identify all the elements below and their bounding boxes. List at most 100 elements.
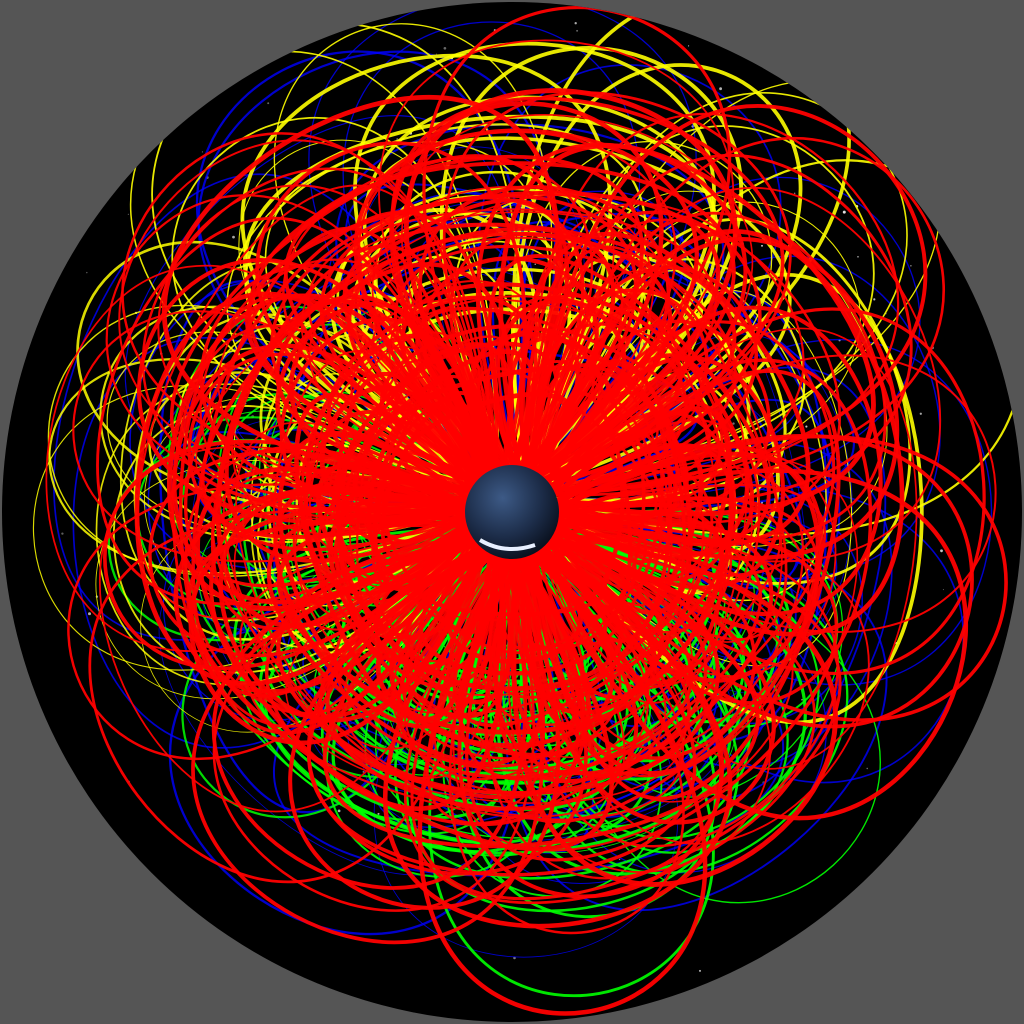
field-line	[410, 531, 842, 901]
field-line	[217, 293, 483, 501]
field-line	[371, 297, 702, 486]
field-line	[121, 132, 493, 495]
field-line	[544, 320, 836, 577]
star	[719, 87, 722, 91]
field-line	[520, 202, 805, 496]
red-field-lines	[45, 6, 1008, 1016]
star	[618, 858, 621, 861]
field-line	[542, 469, 705, 643]
field-line	[158, 279, 485, 814]
field-line	[211, 535, 528, 890]
star	[761, 244, 763, 247]
star	[919, 412, 922, 415]
earth-globe	[465, 465, 559, 559]
field-line	[350, 211, 571, 478]
field-line	[99, 445, 486, 813]
earth-globe-disc	[465, 465, 559, 559]
field-line	[300, 211, 669, 481]
field-line	[519, 282, 755, 556]
field-line	[538, 237, 900, 561]
star	[534, 263, 536, 265]
field-line	[292, 475, 476, 625]
field-line	[105, 194, 485, 506]
field-line	[404, 88, 738, 479]
field-line	[284, 161, 736, 479]
field-line	[452, 532, 794, 852]
field-line	[48, 358, 471, 575]
field-line	[307, 545, 588, 876]
field-line	[426, 483, 826, 825]
field-line	[239, 531, 626, 818]
field-line	[191, 226, 489, 698]
star	[127, 213, 130, 215]
field-line	[273, 23, 553, 474]
field-line	[536, 136, 945, 497]
star	[940, 549, 943, 553]
star	[86, 271, 88, 274]
field-line	[494, 516, 774, 784]
field-line	[255, 141, 527, 483]
field-line	[401, 550, 622, 760]
field-line	[148, 449, 473, 658]
star	[801, 698, 803, 701]
field-line	[371, 185, 654, 473]
star	[228, 705, 230, 706]
star	[857, 256, 859, 258]
star	[794, 192, 796, 194]
field-line	[540, 448, 625, 601]
field-line	[265, 535, 580, 827]
field-line	[537, 269, 827, 601]
field-line	[294, 494, 499, 714]
field-line	[507, 336, 689, 520]
star	[201, 151, 203, 153]
field-line	[540, 367, 748, 704]
field-line	[319, 194, 638, 480]
star	[805, 425, 808, 428]
field-line	[380, 324, 580, 483]
field-line	[187, 352, 476, 551]
star	[267, 102, 270, 105]
star	[732, 422, 735, 425]
star	[576, 29, 579, 32]
field-line	[493, 298, 627, 477]
field-line	[45, 264, 477, 652]
star	[698, 969, 702, 972]
field-line	[534, 464, 804, 750]
star	[337, 809, 341, 813]
star	[88, 612, 91, 616]
field-line	[532, 443, 735, 700]
star	[688, 45, 690, 47]
star	[910, 264, 912, 267]
star	[377, 812, 380, 815]
field-line	[389, 101, 664, 473]
field-line	[532, 369, 841, 801]
field-line	[277, 430, 488, 696]
field-line	[531, 153, 913, 507]
field-line	[171, 324, 479, 728]
star	[873, 298, 876, 301]
field-line	[507, 541, 771, 873]
star	[842, 210, 846, 214]
star	[866, 767, 868, 770]
field-line	[325, 544, 639, 811]
field-line	[166, 293, 482, 611]
field-line	[366, 451, 475, 583]
field-line	[542, 353, 733, 685]
field-line	[525, 322, 688, 493]
star	[942, 589, 944, 591]
field-line	[88, 508, 493, 884]
field-line	[530, 104, 928, 495]
star	[443, 46, 447, 50]
field-line	[530, 534, 881, 904]
star	[61, 532, 64, 535]
field-line	[528, 245, 788, 641]
field-line	[288, 262, 513, 495]
star	[574, 22, 577, 25]
earth-ice-cap	[478, 538, 536, 551]
field-line	[486, 327, 595, 474]
star	[232, 235, 235, 239]
field-line	[294, 392, 494, 722]
field-line	[381, 480, 499, 634]
